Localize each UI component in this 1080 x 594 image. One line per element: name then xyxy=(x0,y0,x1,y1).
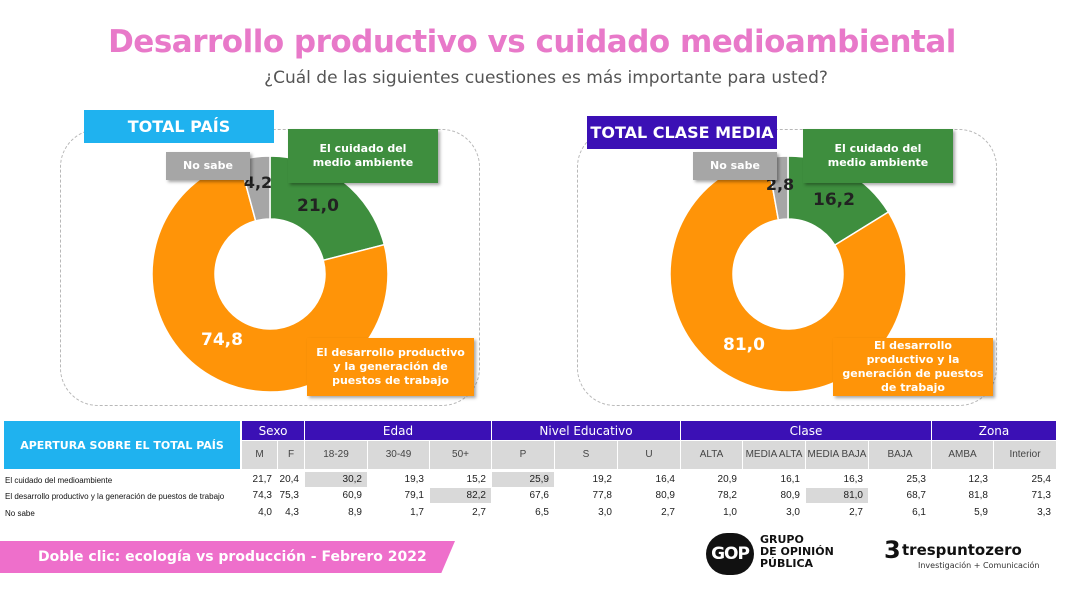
gop-logo-line-1: GRUPO xyxy=(760,533,804,546)
table-cell-r2-c5: 82,2 xyxy=(430,488,491,503)
callout-desarrollo-2: El desarrollo productivo y la generación… xyxy=(833,338,993,396)
panel-label-total-pais: TOTAL PAÍS xyxy=(84,110,274,143)
table-column-header-5: 50+ xyxy=(430,441,491,469)
table-cell-r1-c3: 30,2 xyxy=(305,472,367,487)
donut-1-label-2: 74,8 xyxy=(201,330,243,350)
page-subtitle: ¿Cuál de las siguientes cuestiones es má… xyxy=(264,68,828,88)
table-cell-r2-c8: 80,9 xyxy=(655,490,675,501)
table-group-5: Zona xyxy=(932,421,1056,440)
callout-no-sabe-2: No sabe xyxy=(693,152,777,180)
callout-desarrollo-1: El desarrollo productivo y la generación… xyxy=(307,338,474,396)
gop-logo-line-3: PÚBLICA xyxy=(760,557,814,570)
table-column-header-9: ALTA xyxy=(681,441,742,469)
table-column-header-6: P xyxy=(492,441,554,469)
table-cell-r1-c5: 15,2 xyxy=(466,474,486,485)
table-cell-r3-c6: 6,5 xyxy=(535,507,549,518)
table-cell-r2-c4: 79,1 xyxy=(404,490,424,501)
panel-frame-clase-media xyxy=(577,129,997,406)
table-cell-r1-c11: 16,3 xyxy=(843,474,863,485)
table-cell-r2-c3: 60,9 xyxy=(342,490,362,501)
table-cell-r3-c4: 1,7 xyxy=(410,507,424,518)
table-cell-r1-c14: 25,4 xyxy=(1031,474,1051,485)
table-row-label-3: No sabe xyxy=(5,508,35,518)
table-cell-r1-c8: 16,4 xyxy=(655,474,675,485)
callout-no-sabe-1: No sabe xyxy=(166,152,250,180)
table-column-header-12: BAJA xyxy=(869,441,931,469)
table-group-4: Clase xyxy=(681,421,931,440)
table-cell-r3-c9: 1,0 xyxy=(723,507,737,518)
table-column-header-11: MEDIA BAJA xyxy=(806,441,868,469)
table-cell-r3-c11: 2,7 xyxy=(849,507,863,518)
table-cell-r3-c12: 6,1 xyxy=(912,507,926,518)
table-cell-r1-c1: 21,7 xyxy=(252,474,272,485)
footer-text: Doble clic: ecología vs producción - Feb… xyxy=(38,549,427,565)
footer-bar xyxy=(0,541,455,573)
table-cell-r3-c13: 5,9 xyxy=(974,507,988,518)
trespuntozero-logo-icon: 3 xyxy=(884,536,901,564)
table-cell-r2-c14: 71,3 xyxy=(1031,490,1051,501)
panel-label-clase-media: TOTAL CLASE MEDIA xyxy=(587,116,777,149)
table-cell-r1-c9: 20,9 xyxy=(717,474,737,485)
table-group-3: Nivel Educativo xyxy=(492,421,680,440)
table-group-2: Edad xyxy=(305,421,491,440)
table-column-header-1: M xyxy=(242,441,277,469)
table-cell-r1-c10: 16,1 xyxy=(780,474,800,485)
trespuntozero-tagline: Investigación + Comunicación xyxy=(918,561,1040,570)
trespuntozero-logo-text: trespuntozero xyxy=(902,541,1022,559)
table-cell-r1-c7: 19,2 xyxy=(592,474,612,485)
table-cell-r1-c12: 25,3 xyxy=(906,474,926,485)
table-column-header-2: F xyxy=(278,441,304,469)
table-cell-r1-c13: 12,3 xyxy=(968,474,988,485)
gop-logo-text: GRUPO DE OPINIÓN PÚBLICA xyxy=(760,534,834,570)
donut-2-label-1: 16,2 xyxy=(813,190,855,210)
table-row-label-2: El desarrollo productivo y la generación… xyxy=(5,491,225,501)
table-cell-r3-c2: 4,3 xyxy=(285,507,299,518)
table-column-header-7: S xyxy=(555,441,617,469)
table-header: APERTURA SOBRE EL TOTAL PAÍS xyxy=(4,421,240,469)
table-cell-r2-c2: 75,3 xyxy=(279,490,299,501)
table-cell-r1-c2: 20,4 xyxy=(279,474,299,485)
callout-medio-2: El cuidado del medio ambiente xyxy=(803,129,953,183)
table-cell-r2-c9: 78,2 xyxy=(717,490,737,501)
table-cell-r1-c6: 25,9 xyxy=(492,472,554,487)
table-cell-r3-c7: 3,0 xyxy=(598,507,612,518)
table-cell-r2-c7: 77,8 xyxy=(592,490,612,501)
donut-1-label-3: 4,2 xyxy=(244,173,272,192)
table-cell-r3-c14: 3,3 xyxy=(1037,507,1051,518)
gop-logo-icon: GOP xyxy=(706,533,754,575)
table-column-header-8: U xyxy=(618,441,680,469)
table-cell-r2-c12: 68,7 xyxy=(906,490,926,501)
table-cell-r3-c5: 2,7 xyxy=(472,507,486,518)
table-cell-r2-c13: 81,8 xyxy=(968,490,988,501)
table-column-header-14: Interior xyxy=(994,441,1056,469)
table-column-header-4: 30-49 xyxy=(368,441,429,469)
table-cell-r1-c4: 19,3 xyxy=(404,474,424,485)
table-column-header-10: MEDIA ALTA xyxy=(743,441,805,469)
callout-medio-1: El cuidado del medio ambiente xyxy=(288,129,438,183)
table-cell-r2-c6: 67,6 xyxy=(529,490,549,501)
table-cell-r3-c3: 8,9 xyxy=(348,507,362,518)
table-cell-r2-c10: 80,9 xyxy=(780,490,800,501)
table-cell-r3-c8: 2,7 xyxy=(661,507,675,518)
table-group-1: Sexo xyxy=(242,421,304,440)
table-cell-r3-c1: 4,0 xyxy=(258,507,272,518)
donut-2-label-2: 81,0 xyxy=(723,335,765,355)
gop-logo-line-2: DE OPINIÓN xyxy=(760,545,834,558)
table-cell-r2-c1: 74,3 xyxy=(252,490,272,501)
donut-1-label-1: 21,0 xyxy=(297,196,339,216)
table-row-label-1: El cuidado del medioambiente xyxy=(5,475,113,485)
page-title: Desarrollo productivo vs cuidado medioam… xyxy=(108,24,956,60)
table-cell-r2-c11: 81,0 xyxy=(806,488,868,503)
table-column-header-3: 18-29 xyxy=(305,441,367,469)
table-column-header-13: AMBA xyxy=(932,441,993,469)
table-cell-r3-c10: 3,0 xyxy=(786,507,800,518)
